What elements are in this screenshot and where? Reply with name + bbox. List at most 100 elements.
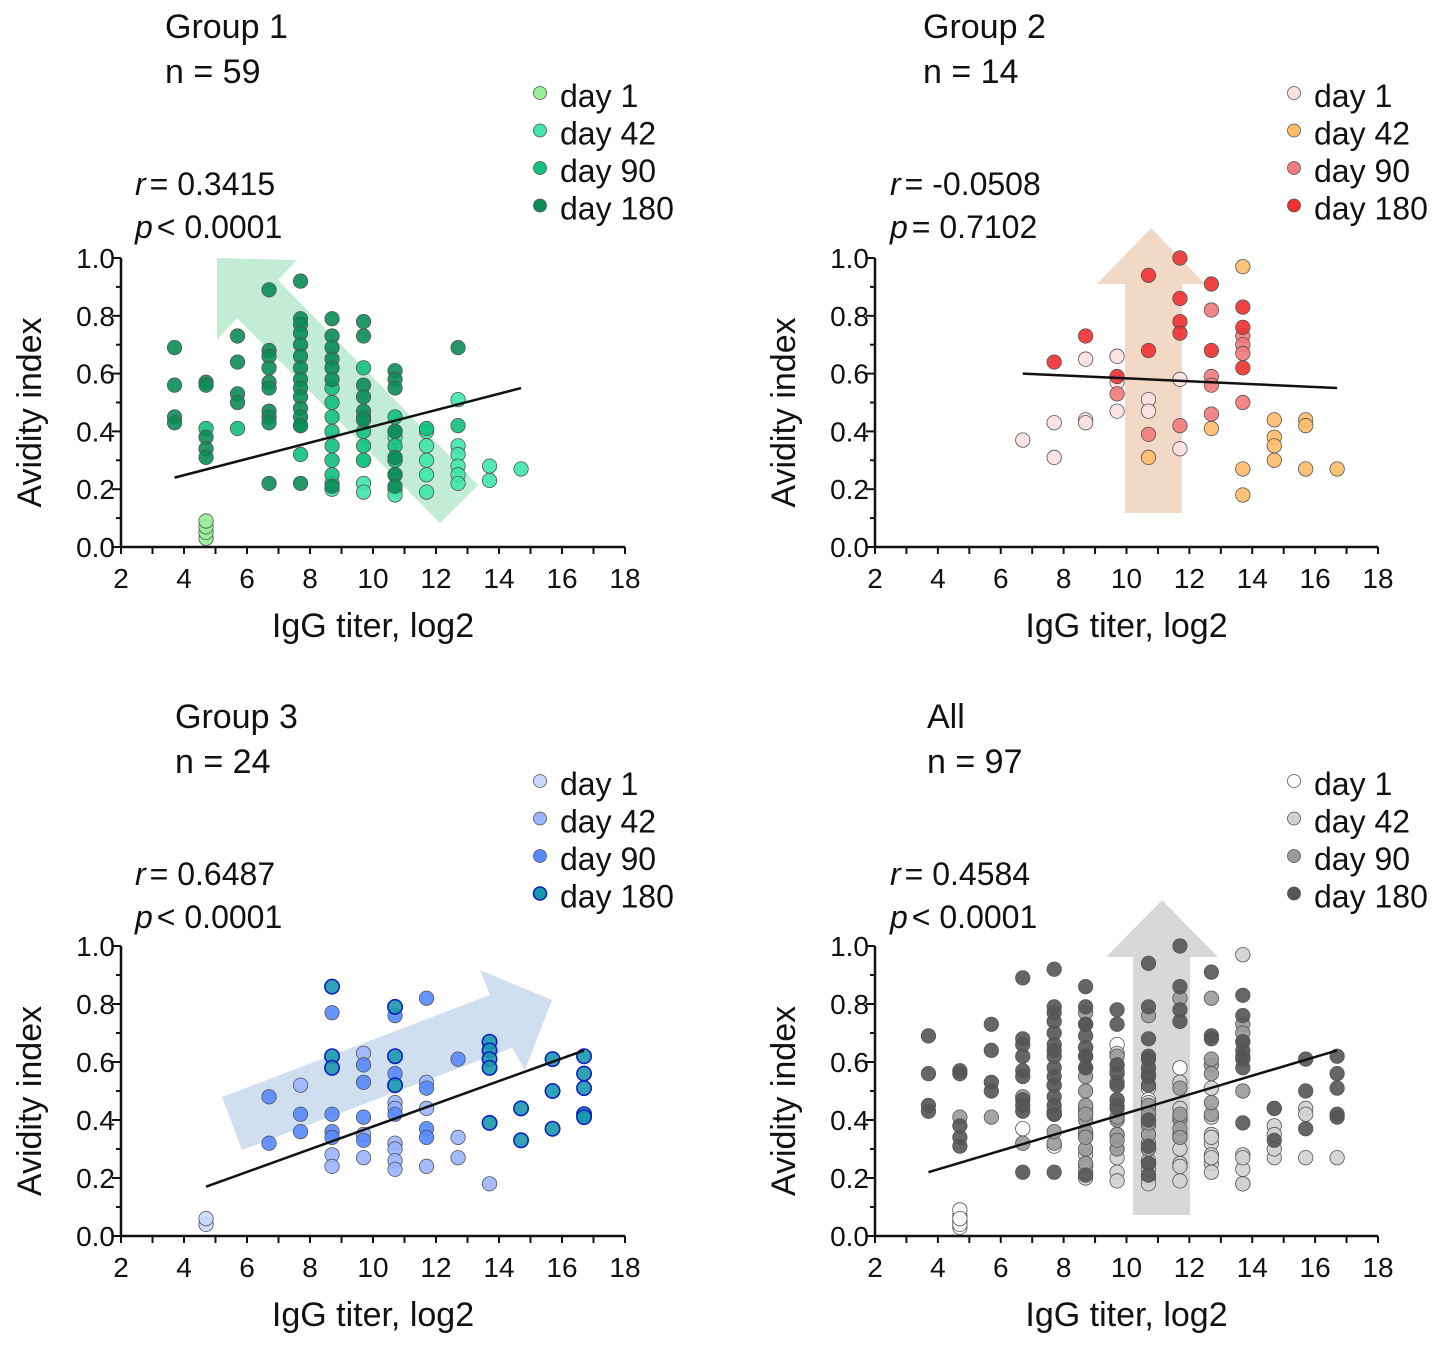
legend-marker: [533, 811, 547, 826]
data-point-day-90: [355, 1074, 372, 1090]
y-axis-label: Avidity index: [765, 317, 803, 507]
data-point-day-1: [952, 1211, 968, 1227]
data-point-day-180: [1235, 1060, 1251, 1076]
data-point-day-90: [1235, 345, 1251, 361]
p-statistic: p < 0.0001: [134, 209, 282, 245]
data-point-day-42: [1140, 449, 1157, 466]
data-point-day-180: [292, 475, 309, 492]
data-point-day-42: [355, 484, 372, 500]
x-axis-label: IgG titer, log2: [272, 1296, 474, 1334]
data-point-day-90: [1078, 1083, 1094, 1099]
x-tick-label: 14: [483, 563, 514, 594]
data-point-day-90: [229, 420, 246, 437]
data-point-day-90: [355, 1057, 372, 1073]
y-tick-label: 0.2: [830, 474, 869, 505]
data-point-day-90: [355, 360, 372, 376]
data-point-day-180: [983, 1042, 999, 1059]
data-point-day-90: [1203, 406, 1219, 422]
data-point-day-180: [1172, 290, 1188, 307]
data-point-day-180: [1078, 1167, 1094, 1183]
data-point-day-180: [513, 1132, 530, 1149]
data-point-day-90: [418, 1129, 435, 1146]
data-point-day-42: [1266, 438, 1282, 454]
panel-n: n = 24: [175, 743, 270, 781]
data-point-day-180: [1298, 1083, 1314, 1099]
data-point-day-180: [1140, 1167, 1157, 1183]
x-tick-label: 10: [1111, 1252, 1142, 1283]
data-point-day-180: [1140, 1112, 1157, 1128]
data-point-day-180: [166, 339, 183, 356]
data-point-day-90: [450, 418, 466, 434]
x-tick-label: 14: [1237, 563, 1268, 594]
data-point-day-180: [387, 380, 403, 396]
data-point-day-42: [450, 1129, 466, 1146]
data-point-day-90: [983, 1109, 999, 1125]
data-point-day-90: [324, 438, 340, 454]
p-statistic: p < 0.0001: [134, 899, 282, 935]
data-point-day-180: [1078, 328, 1094, 344]
data-point-day-42: [1266, 412, 1282, 428]
data-point-day-90: [418, 420, 435, 437]
x-tick-label: 14: [483, 1252, 514, 1283]
data-point-day-42: [1109, 1173, 1125, 1189]
data-point-day-42: [1235, 1150, 1251, 1166]
data-point-day-180: [450, 339, 466, 356]
data-point-day-42: [1235, 461, 1251, 477]
data-point-day-180: [1015, 1068, 1031, 1085]
legend-label: day 90: [1314, 153, 1410, 189]
data-point-day-42: [324, 1158, 340, 1175]
data-point-day-180: [1015, 1164, 1031, 1180]
data-point-day-180: [1172, 978, 1188, 995]
data-point-day-180: [481, 1059, 498, 1076]
data-point-day-1: [1046, 415, 1062, 431]
y-tick-label: 0.2: [830, 1163, 869, 1194]
r-statistic: r = 0.4584: [890, 856, 1030, 892]
data-point-day-90: [1172, 418, 1188, 434]
data-point-day-42: [418, 1158, 435, 1175]
legend-marker: [1287, 886, 1301, 901]
data-point-day-180: [1203, 964, 1219, 980]
data-point-day-180: [261, 380, 277, 396]
data-point-day-42: [1298, 418, 1314, 434]
data-point-day-1: [1046, 449, 1062, 466]
regression-line: [205, 1049, 585, 1188]
data-point-day-180: [387, 478, 403, 494]
x-tick-label: 2: [867, 1252, 883, 1283]
data-point-day-90: [1078, 1106, 1094, 1122]
data-point-day-42: [1203, 1164, 1219, 1180]
data-point-day-180: [355, 313, 372, 330]
data-point-day-42: [1298, 1150, 1314, 1166]
data-point-day-180: [1078, 1060, 1094, 1076]
legend-label: day 1: [560, 766, 638, 802]
data-point-day-42: [1329, 1150, 1345, 1166]
y-tick-label: 0.6: [76, 1047, 115, 1078]
r-value: = 0.4584: [905, 856, 1030, 892]
data-point-day-180: [324, 371, 340, 387]
legend-marker: [1287, 849, 1301, 863]
data-point-day-180: [1266, 1100, 1282, 1117]
data-point-day-180: [983, 1016, 999, 1032]
data-point-day-180: [1140, 342, 1157, 359]
data-point-day-180: [387, 998, 404, 1015]
trend-arrow-icon: [217, 258, 478, 523]
data-point-day-180: [387, 449, 403, 466]
data-point-day-42: [1203, 1150, 1219, 1166]
legend-label: day 42: [1314, 804, 1410, 840]
data-point-day-1: [1015, 432, 1031, 448]
data-point-day-90: [355, 1109, 372, 1125]
data-point-day-42: [513, 461, 529, 477]
r-label: r: [890, 166, 902, 202]
data-point-day-180: [261, 415, 277, 431]
y-tick-label: 0.4: [76, 416, 115, 447]
data-point-day-180: [1203, 1031, 1219, 1047]
p-value: = 0.7102: [912, 209, 1037, 245]
y-tick-label: 0.6: [76, 359, 115, 390]
panel-n: n = 14: [923, 53, 1018, 91]
panel-title: Group 3: [175, 698, 298, 736]
r-value: = 0.6487: [150, 856, 275, 892]
x-tick-label: 8: [1056, 1252, 1072, 1283]
data-point-day-180: [1109, 1016, 1125, 1032]
data-point-day-1: [1015, 1121, 1031, 1137]
legend-marker: [533, 774, 547, 788]
data-point-day-180: [1140, 955, 1157, 972]
